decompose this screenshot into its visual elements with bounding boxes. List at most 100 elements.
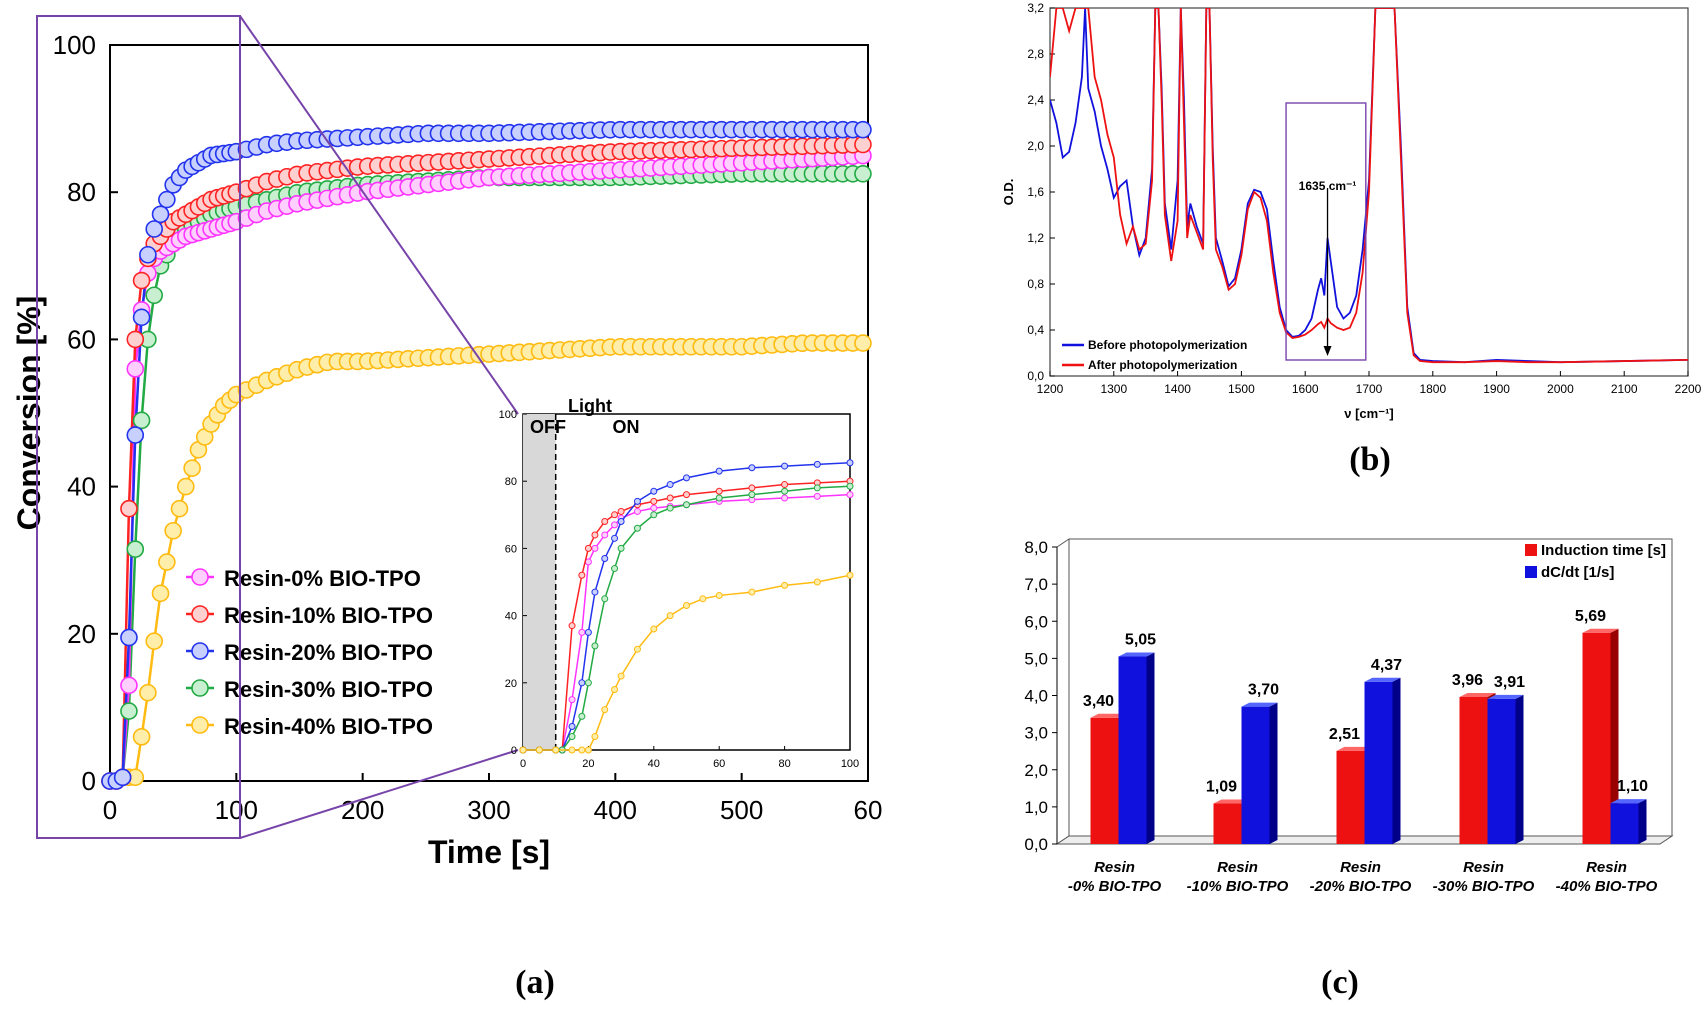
inset-data-point-1	[748, 484, 756, 492]
inset-data-point-1	[650, 497, 658, 505]
inset-data-point-3	[568, 733, 576, 741]
bar-1-3	[1487, 698, 1516, 844]
inset-data-point-2	[633, 497, 641, 505]
legend-label-c-0: Induction time [s]	[1541, 542, 1666, 559]
inset-y-tick-label: 40	[505, 611, 517, 623]
legend-label-b-1: After photopolymerization	[1088, 358, 1237, 372]
category-label-line2: -20% BIO-TPO	[1310, 878, 1412, 895]
inset-data-point-1	[781, 481, 789, 489]
inset-x-tick-label: 80	[778, 758, 790, 770]
inset-data-point-1	[568, 622, 576, 630]
inset-data-point-4	[535, 746, 543, 754]
inset-x-tick-label: 0	[520, 758, 526, 770]
inset-data-point-4	[846, 571, 854, 579]
data-point-2	[151, 205, 170, 224]
inset-data-point-4	[601, 706, 609, 714]
data-point-4	[139, 683, 157, 702]
data-point-3	[120, 702, 138, 720]
x-tick-label: 0	[103, 795, 117, 825]
y-tick-label: 20	[67, 619, 96, 649]
data-point-4	[158, 553, 176, 571]
inset-data-point-1	[666, 494, 674, 502]
inset-y-tick-label: 0	[511, 745, 517, 757]
data-point-4	[132, 728, 151, 746]
data-point-0	[120, 676, 138, 695]
data-point-1	[132, 271, 151, 290]
panel-b: 0,0 0,4 0,8 1,2 1,6 2,0 2,4 2,8 3,2 1200 1300 1400 1…	[1001, 1, 1702, 421]
inset-data-point-2	[813, 460, 821, 468]
caption-a: (a)	[515, 964, 555, 1001]
inset-data-point-3	[715, 494, 723, 502]
inset-data-point-4	[591, 733, 599, 741]
category-label-line2: -30% BIO-TPO	[1433, 878, 1535, 895]
legend-swatch-c-1	[1525, 566, 1537, 578]
x-tick-label: 500	[720, 795, 763, 825]
bar-0-3	[1459, 696, 1488, 844]
bar-top-1-4	[1610, 799, 1647, 804]
zoom-connector-top	[239, 15, 519, 415]
inset-data-point-3	[683, 501, 690, 509]
y-tick-label-c: 7,0	[1024, 575, 1048, 594]
bar-label-1-4: 1,10	[1617, 778, 1648, 795]
bar-top-0-4	[1582, 628, 1619, 633]
x-axis-title: Time [s]	[428, 834, 550, 870]
y-tick-label-b: 0,8	[1027, 277, 1044, 291]
bar-side-1-4	[1638, 799, 1647, 844]
y-tick-label-c: 1,0	[1024, 798, 1048, 817]
data-point-4	[164, 521, 182, 540]
data-point-4	[170, 499, 189, 518]
data-point-1	[126, 330, 145, 349]
panel-c: 0,0 1,0 2,0 3,0 4,0 5,0 6,0 7,0 8,0 3,40 5,05 Resin…	[1024, 538, 1674, 895]
inset-x-tick-label: 40	[648, 758, 660, 770]
x-tick-label: 100	[215, 795, 258, 825]
inset-data-point-4	[715, 591, 723, 599]
inset-data-point-2	[666, 481, 674, 489]
y-tick-label-c: 0,0	[1024, 835, 1048, 854]
y-tick-label: 80	[67, 177, 96, 207]
data-point-1	[854, 135, 872, 154]
inset-data-point-2	[781, 462, 789, 470]
bar-label-0-0: 3,40	[1083, 693, 1114, 710]
bar-label-1-0: 5,05	[1125, 632, 1156, 649]
inset-plot-area	[522, 413, 851, 751]
bar-top-1-2	[1364, 677, 1401, 682]
data-point-2	[854, 120, 872, 139]
bar-label-0-2: 2,51	[1329, 726, 1360, 743]
inset-data-point-4	[568, 746, 576, 754]
inset-y-tick-label: 80	[505, 476, 517, 488]
bar-1-1	[1241, 706, 1270, 844]
x-tick-label-b: 1300	[1100, 382, 1127, 396]
legend-marker-3	[191, 679, 209, 697]
spectrum-line-1	[1050, 8, 1688, 364]
inset-data-point-4	[584, 746, 592, 754]
inset-data-point-2	[591, 588, 599, 596]
data-point-2	[126, 426, 145, 444]
data-point-2	[113, 768, 132, 787]
category-label-line1: Resin	[1217, 859, 1258, 876]
inset-data-point-2	[715, 467, 723, 475]
category-label-line2: -10% BIO-TPO	[1187, 878, 1289, 895]
bar-top-0-2	[1336, 746, 1373, 751]
inset-data-point-3	[781, 487, 789, 495]
side-wall	[1056, 538, 1070, 845]
bar-label-1-3: 3,91	[1494, 674, 1525, 691]
inset-data-point-1	[584, 544, 592, 552]
inset-data-point-2	[650, 487, 658, 495]
y-tick-label-b: 2,0	[1027, 139, 1044, 153]
inset-annotation-on: ON	[613, 417, 640, 437]
x-tick-label: 60	[854, 795, 883, 825]
y-axis-title-b: O.D.	[1001, 179, 1016, 206]
zoom-connector-bottom	[239, 749, 519, 839]
zoom-box	[36, 15, 241, 839]
y-tick-label: 40	[67, 472, 96, 502]
y-tick-label-c: 4,0	[1024, 687, 1048, 706]
inset-data-point-3	[601, 595, 609, 603]
legend-label-4: Resin-40% BIO-TPO	[224, 714, 433, 739]
inset-data-point-2	[617, 518, 625, 526]
inset-x-tick-label: 20	[582, 758, 594, 770]
inset-data-point-4	[617, 672, 625, 680]
bar-top-1-3	[1487, 694, 1524, 699]
inset-data-point-3	[666, 504, 674, 512]
y-tick-label-c: 8,0	[1024, 538, 1048, 557]
